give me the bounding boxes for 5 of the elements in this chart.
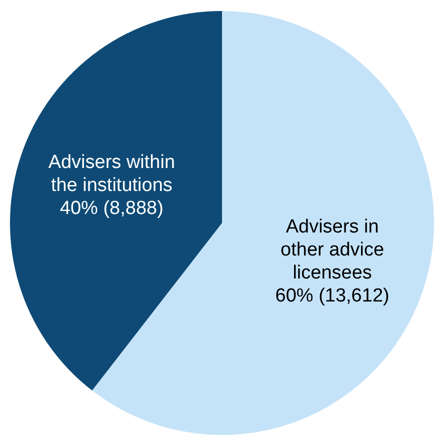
pie-slice [10,11,222,391]
slice-label: Advisers in other advice licensees [280,216,384,283]
slice-label: Advisers within the institutions [48,152,176,196]
data-label: 60% (13,612) [275,284,390,306]
data-label: 40% (8,888) [60,198,164,219]
